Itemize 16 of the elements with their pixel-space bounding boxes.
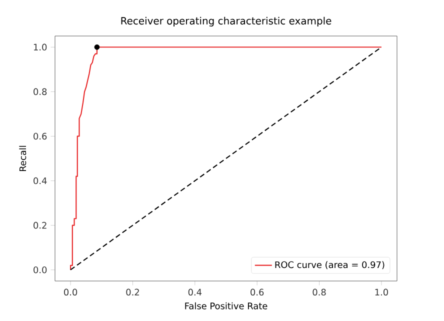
x-tick-label: 0.8 <box>312 288 326 296</box>
y-axis-title: Recall <box>19 146 26 171</box>
y-tick-label: 0.2 <box>34 222 46 229</box>
y-tick-label: 0.8 <box>34 88 47 96</box>
x-tick-label: 0.2 <box>126 288 139 296</box>
chart-title: Receiver operating characteristic example <box>121 16 332 27</box>
x-tick-label: 1.0 <box>375 288 388 296</box>
x-tick-label: 0.4 <box>188 288 202 296</box>
y-tick-label: 0.6 <box>34 132 47 140</box>
x-tick-label: 0.6 <box>250 288 264 296</box>
x-tick-label: 0.0 <box>64 288 78 296</box>
y-tick-label: 0.4 <box>34 177 47 184</box>
y-tick-label: 0.0 <box>34 266 47 274</box>
x-axis-title: False Positive Rate <box>185 302 268 310</box>
legend-label: ROC curve (area = 0.97) <box>275 261 384 270</box>
y-tick-label: 1.0 <box>34 44 47 51</box>
